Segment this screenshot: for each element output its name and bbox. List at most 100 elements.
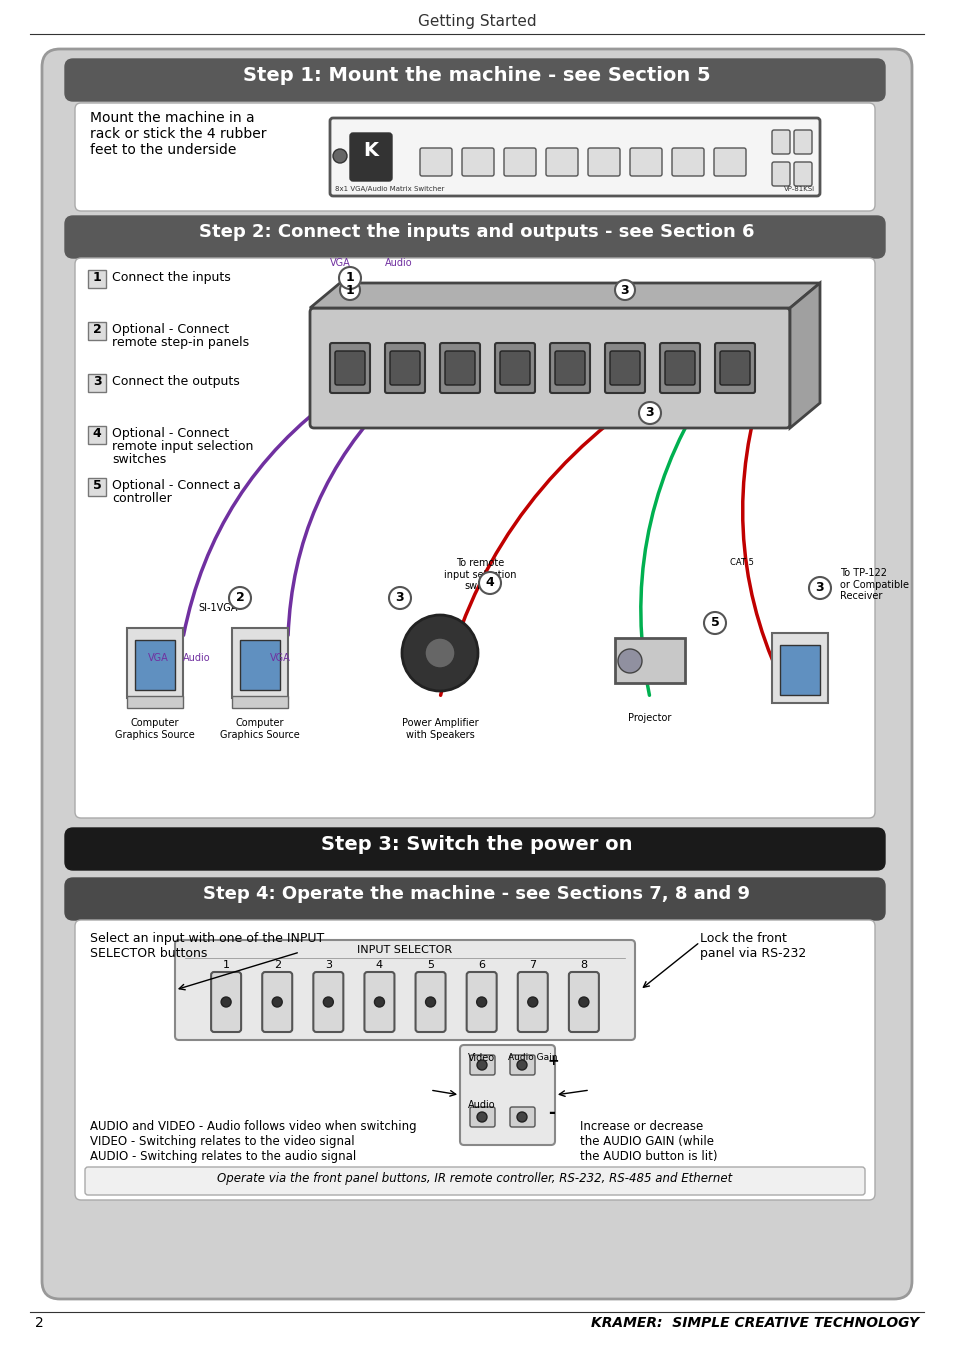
Text: AUDIO and VIDEO - Audio follows video when switching
VIDEO - Switching relates t: AUDIO and VIDEO - Audio follows video wh…: [90, 1120, 416, 1163]
FancyBboxPatch shape: [714, 343, 754, 393]
FancyBboxPatch shape: [503, 148, 536, 176]
Text: Audio: Audio: [468, 1099, 496, 1110]
FancyBboxPatch shape: [470, 1055, 495, 1075]
FancyBboxPatch shape: [659, 343, 700, 393]
Circle shape: [272, 997, 282, 1007]
Text: 2: 2: [35, 1316, 44, 1330]
Bar: [127, 628, 183, 699]
FancyBboxPatch shape: [419, 148, 452, 176]
Circle shape: [578, 997, 588, 1007]
FancyBboxPatch shape: [793, 130, 811, 154]
FancyBboxPatch shape: [390, 351, 419, 385]
FancyBboxPatch shape: [42, 49, 911, 1298]
Text: Select an input with one of the INPUT
SELECTOR buttons: Select an input with one of the INPUT SE…: [90, 932, 324, 960]
FancyBboxPatch shape: [75, 259, 874, 818]
Text: -: -: [547, 1104, 555, 1122]
Text: 7: 7: [529, 960, 536, 969]
FancyBboxPatch shape: [330, 343, 370, 393]
FancyBboxPatch shape: [517, 972, 547, 1032]
Text: Getting Started: Getting Started: [417, 14, 536, 28]
Text: Optional - Connect a: Optional - Connect a: [112, 479, 240, 492]
FancyBboxPatch shape: [604, 343, 644, 393]
FancyBboxPatch shape: [85, 1167, 864, 1196]
Text: remote step-in panels: remote step-in panels: [112, 336, 249, 349]
Text: Step 2: Connect the inputs and outputs - see Section 6: Step 2: Connect the inputs and outputs -…: [199, 223, 754, 241]
Text: 8x1 VGA/Audio Matrix Switcher: 8x1 VGA/Audio Matrix Switcher: [335, 185, 444, 192]
FancyBboxPatch shape: [174, 940, 635, 1040]
Circle shape: [517, 1112, 526, 1122]
Text: 5: 5: [427, 960, 434, 969]
FancyBboxPatch shape: [568, 972, 598, 1032]
Text: VGA: VGA: [270, 653, 291, 663]
FancyBboxPatch shape: [439, 343, 479, 393]
Text: Lock the front
panel via RS-232: Lock the front panel via RS-232: [700, 932, 805, 960]
Text: Computer
Graphics Source: Computer Graphics Source: [115, 718, 194, 739]
Text: 2: 2: [235, 590, 244, 604]
Text: 3: 3: [92, 375, 101, 389]
FancyBboxPatch shape: [385, 343, 424, 393]
FancyBboxPatch shape: [416, 972, 445, 1032]
FancyBboxPatch shape: [335, 351, 365, 385]
Text: 4: 4: [485, 575, 494, 589]
Text: SI-1VGA: SI-1VGA: [198, 603, 237, 613]
FancyBboxPatch shape: [609, 351, 639, 385]
Bar: [771, 634, 827, 703]
FancyBboxPatch shape: [364, 972, 394, 1032]
FancyBboxPatch shape: [587, 148, 619, 176]
FancyBboxPatch shape: [510, 1055, 535, 1075]
FancyBboxPatch shape: [550, 343, 589, 393]
Text: Connect the inputs: Connect the inputs: [112, 271, 231, 284]
Text: VP-81KSi: VP-81KSi: [783, 185, 814, 192]
Text: Mount the machine in a
rack or stick the 4 rubber
feet to the underside: Mount the machine in a rack or stick the…: [90, 111, 266, 157]
Circle shape: [401, 615, 477, 691]
Text: 1: 1: [92, 271, 101, 284]
FancyBboxPatch shape: [75, 919, 874, 1200]
FancyBboxPatch shape: [444, 351, 475, 385]
Bar: [88, 322, 106, 340]
Text: Computer
Graphics Source: Computer Graphics Source: [220, 718, 299, 739]
Text: 3: 3: [645, 406, 654, 418]
Text: Optional - Connect: Optional - Connect: [112, 427, 229, 440]
Text: 1: 1: [345, 271, 354, 284]
Text: switches: switches: [112, 454, 166, 466]
FancyBboxPatch shape: [65, 60, 884, 102]
FancyBboxPatch shape: [470, 1108, 495, 1127]
Text: To remote
input selection
switch: To remote input selection switch: [443, 558, 516, 592]
FancyBboxPatch shape: [262, 972, 292, 1032]
FancyBboxPatch shape: [713, 148, 745, 176]
FancyBboxPatch shape: [555, 351, 584, 385]
Circle shape: [221, 997, 231, 1007]
Text: 3: 3: [324, 960, 332, 969]
Bar: [88, 478, 106, 496]
FancyBboxPatch shape: [65, 877, 884, 919]
Text: remote input selection: remote input selection: [112, 440, 253, 454]
Text: controller: controller: [112, 492, 172, 505]
Text: 1: 1: [345, 284, 354, 297]
Text: Step 3: Switch the power on: Step 3: Switch the power on: [321, 835, 632, 854]
Text: Increase or decrease
the AUDIO GAIN (while
the AUDIO button is lit): Increase or decrease the AUDIO GAIN (whi…: [579, 1120, 717, 1163]
Circle shape: [476, 997, 486, 1007]
Bar: [88, 374, 106, 393]
Circle shape: [639, 402, 660, 424]
Text: 3: 3: [620, 284, 629, 297]
Bar: [127, 696, 183, 708]
Circle shape: [424, 638, 455, 668]
Circle shape: [703, 612, 725, 634]
Text: Video: Video: [468, 1053, 495, 1063]
Text: 5: 5: [710, 616, 719, 630]
Bar: [615, 638, 684, 682]
FancyBboxPatch shape: [313, 972, 343, 1032]
Text: Operate via the front panel buttons, IR remote controller, RS-232, RS-485 and Et: Operate via the front panel buttons, IR …: [217, 1173, 732, 1185]
Text: +: +: [547, 1053, 559, 1068]
Bar: [240, 640, 280, 691]
FancyBboxPatch shape: [664, 351, 695, 385]
Text: KRAMER:  SIMPLE CREATIVE TECHNOLOGY: KRAMER: SIMPLE CREATIVE TECHNOLOGY: [590, 1316, 918, 1330]
FancyBboxPatch shape: [771, 130, 789, 154]
FancyBboxPatch shape: [459, 1045, 555, 1145]
Circle shape: [323, 997, 333, 1007]
Bar: [88, 427, 106, 444]
Text: INPUT SELECTOR: INPUT SELECTOR: [357, 945, 452, 955]
Circle shape: [229, 588, 251, 609]
Text: Audio: Audio: [385, 259, 413, 268]
Bar: [135, 640, 174, 691]
